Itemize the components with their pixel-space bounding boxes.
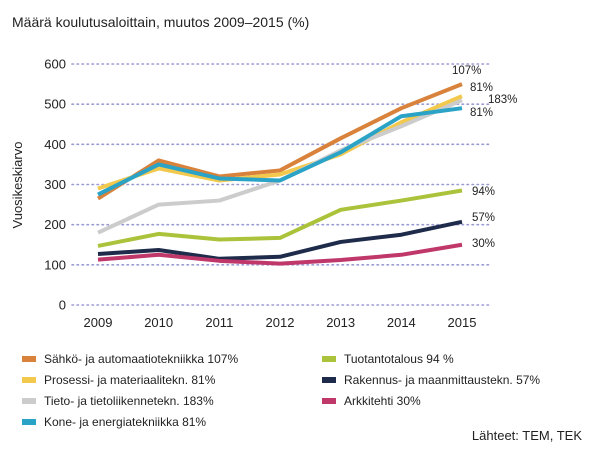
legend-item: Prosessi- ja materiaalitekn. 81% xyxy=(22,373,215,387)
legend-label: Arkkitehti 30% xyxy=(344,394,421,408)
legend-swatch xyxy=(322,377,336,383)
legend-item: Tieto- ja tietoliikennetekn. 183% xyxy=(22,394,214,408)
x-tick-label: 2010 xyxy=(144,315,173,330)
legend-label: Tuotantotalous 94 % xyxy=(344,352,454,366)
y-tick-label: 0 xyxy=(59,298,66,313)
gridlines xyxy=(71,63,493,306)
legend-label: Kone- ja energiatekniikka 81% xyxy=(44,415,207,429)
y-tick-label: 100 xyxy=(44,257,66,272)
end-label: 183% xyxy=(488,94,517,106)
chart-title: Määrä koulutusaloittain, muutos 2009–201… xyxy=(12,14,310,30)
series-line-0 xyxy=(96,82,463,201)
x-tick-label: 2013 xyxy=(326,315,355,330)
end-label: 107% xyxy=(452,65,481,77)
series-line-4 xyxy=(97,188,463,248)
y-tick-label: 200 xyxy=(44,217,66,232)
series-lines xyxy=(96,82,463,266)
end-labels: 107% 81%183%81% 94% 57% 30% xyxy=(452,65,517,250)
legend-item: Rakennus- ja maanmittaustekn. 57% xyxy=(322,373,540,387)
legend-item: Tuotantotalous 94 % xyxy=(322,352,454,366)
x-tick-label: 2014 xyxy=(387,315,416,330)
y-tick-label: 600 xyxy=(44,57,66,72)
legend-label: Tieto- ja tietoliikennetekn. 183% xyxy=(44,394,214,408)
legend: Sähkö- ja automaatiotekniikka 107% Proses… xyxy=(22,352,582,436)
x-axis: 2009 2010 2011 2012 2013 2014 2015 xyxy=(84,315,477,330)
legend-swatch xyxy=(22,419,36,425)
y-tick-label: 400 xyxy=(44,137,66,152)
legend-item: Kone- ja energiatekniikka 81% xyxy=(22,415,206,429)
y-axis-label: Vuosikeskiarvo xyxy=(10,142,25,229)
legend-item: Sähkö- ja automaatiotekniikka 107% xyxy=(22,352,238,366)
end-label: 81% xyxy=(470,107,493,119)
series-line-1 xyxy=(97,94,463,191)
end-label: 94% xyxy=(472,186,495,198)
end-label: 81% xyxy=(470,82,493,94)
end-label: 30% xyxy=(472,238,495,250)
legend-item: Arkkitehti 30% xyxy=(322,394,421,408)
legend-label: Prosessi- ja materiaalitekn. 81% xyxy=(44,373,216,387)
source-note: Lähteet: TEM, TEK xyxy=(471,428,582,443)
x-tick-label: 2015 xyxy=(448,315,477,330)
line-chart: 0 100 200 300 400 500 600 2009 2010 2011 2012 2013… xyxy=(10,57,517,331)
x-tick-label: 2012 xyxy=(266,315,295,330)
y-axis: 0 100 200 300 400 500 600 xyxy=(44,57,66,313)
legend-swatch xyxy=(22,398,36,404)
x-tick-label: 2009 xyxy=(84,315,113,330)
legend-label: Sähkö- ja automaatiotekniikka 107% xyxy=(44,352,239,366)
end-label: 57% xyxy=(472,212,495,224)
series-line-6 xyxy=(97,242,463,266)
x-tick-label: 2011 xyxy=(205,315,233,330)
legend-label: Rakennus- ja maanmittaustekn. 57% xyxy=(344,373,541,387)
series-line-3 xyxy=(97,106,463,197)
y-tick-label: 300 xyxy=(44,177,66,192)
y-tick-label: 500 xyxy=(44,97,66,112)
legend-swatch xyxy=(22,377,36,383)
legend-swatch xyxy=(22,356,36,362)
legend-swatch xyxy=(322,356,336,362)
series-line-5 xyxy=(97,219,463,261)
legend-swatch xyxy=(322,398,336,404)
